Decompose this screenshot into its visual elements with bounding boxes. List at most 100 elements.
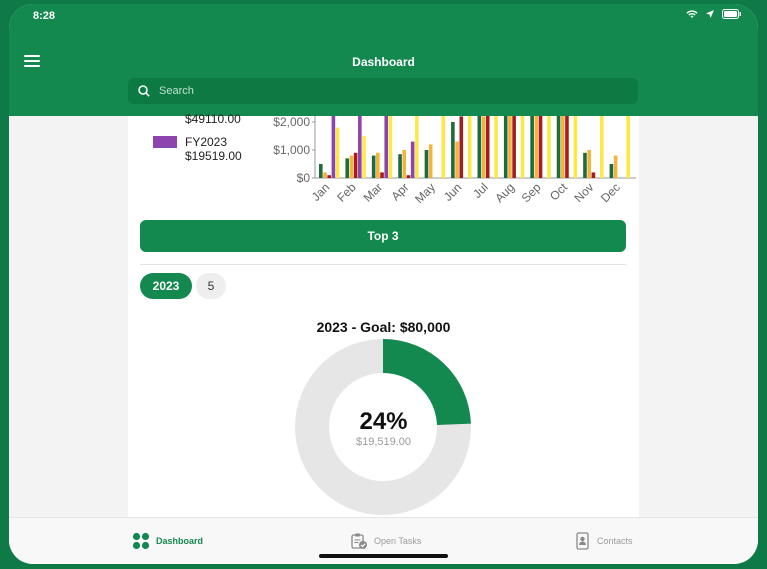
y-tick-label: $2,000	[273, 116, 310, 129]
y-tick-label: $0	[297, 171, 311, 185]
bar	[424, 150, 429, 178]
tab-open-tasks-label: Open Tasks	[374, 536, 422, 546]
bar	[323, 172, 327, 178]
bar	[520, 116, 525, 178]
sales-chart: $49110.00 FY2023 $19519.00 $0 $1,000 $2,00…	[128, 112, 639, 216]
home-indicator	[319, 554, 448, 558]
x-tick-label: Nov	[572, 180, 597, 205]
bar	[591, 172, 596, 178]
app-screen: 8:28 Dashboard $49110.00 FY2023 $19519.0…	[9, 4, 758, 564]
bar	[481, 116, 486, 178]
bar	[477, 116, 482, 178]
bar	[358, 116, 362, 178]
bar	[587, 150, 591, 178]
donut-center: 24% $19,519.00	[128, 408, 639, 448]
x-tick-label: Feb	[334, 180, 359, 205]
bar	[547, 116, 551, 178]
bar	[331, 116, 336, 178]
bar	[556, 116, 561, 178]
tab-open-tasks[interactable]: Open Tasks	[350, 532, 421, 550]
x-tick-label: Dec	[598, 180, 623, 205]
location-icon	[706, 10, 714, 18]
x-tick-label: Jun	[441, 180, 465, 204]
legend-fy2023-label: FY2023	[185, 135, 228, 149]
legend-fy2023-value: $19519.00	[185, 149, 242, 163]
bar	[349, 155, 354, 178]
status-icons	[686, 9, 742, 19]
bar	[467, 116, 472, 178]
y-tick-label: $1,000	[273, 143, 310, 157]
donut-progress-segment	[383, 339, 471, 425]
bar	[371, 155, 376, 178]
bar	[327, 175, 331, 178]
search-bar[interactable]	[128, 78, 638, 104]
status-time: 8:28	[33, 10, 56, 22]
bar	[494, 116, 498, 178]
bar	[428, 144, 433, 178]
tab-dashboard[interactable]: Dashboard	[132, 532, 203, 550]
bar	[534, 116, 539, 178]
hamburger-menu-icon[interactable]	[24, 55, 40, 67]
bar	[388, 116, 393, 178]
wifi-icon	[686, 9, 698, 18]
goal-title: 2023 - Goal: $80,000	[316, 319, 451, 335]
bar	[538, 116, 543, 178]
bar	[362, 136, 366, 178]
contacts-book-icon	[576, 532, 589, 550]
legend-prev-value: $49110.00	[185, 112, 241, 126]
bar	[512, 116, 516, 178]
bar	[573, 116, 578, 178]
tab-dashboard-label: Dashboard	[156, 536, 204, 546]
dashboard-grid-icon	[132, 532, 150, 550]
top3-button[interactable]: Top 3	[140, 220, 626, 252]
bar	[626, 116, 630, 178]
divider	[140, 264, 626, 265]
bar	[485, 116, 490, 178]
bar	[353, 152, 358, 178]
bar	[459, 116, 464, 178]
page-title: Dashboard	[352, 55, 415, 69]
year-filter-pill[interactable]: 2023	[140, 273, 192, 299]
search-icon	[138, 85, 150, 97]
bar	[384, 116, 389, 178]
bar	[398, 154, 402, 178]
count-filter-pill[interactable]: 5	[196, 273, 226, 299]
legend-swatch-fy2023	[153, 136, 177, 148]
search-input[interactable]	[157, 84, 601, 98]
bar	[530, 116, 534, 178]
x-tick-label: May	[412, 180, 438, 206]
goal-amount: $19,519.00	[355, 436, 412, 448]
x-tick-label: Jan	[309, 180, 333, 204]
bar	[565, 116, 569, 178]
bar	[613, 155, 618, 178]
bar	[406, 175, 411, 178]
bar	[583, 152, 587, 178]
bar-chart-svg: $0 $1,000 $2,000 Jan Feb Mar Apr May Jun Jul Aug Se…	[273, 116, 636, 206]
bar	[376, 152, 380, 178]
x-tick-label: Aug	[492, 180, 517, 205]
x-tick-label: Jul	[470, 180, 491, 201]
bar	[410, 141, 415, 178]
x-tick-label: Sep	[519, 180, 544, 205]
tab-contacts[interactable]: Contacts	[575, 532, 633, 550]
bar	[455, 141, 459, 178]
bar	[319, 164, 323, 178]
bar	[441, 116, 446, 178]
dashboard-panel: $49110.00 FY2023 $19519.00 $0 $1,000 $2,00…	[128, 112, 639, 520]
bar	[380, 172, 384, 178]
bar	[402, 150, 407, 178]
battery-icon	[722, 9, 741, 19]
bar	[508, 116, 512, 178]
x-tick-label: Oct	[547, 180, 571, 204]
bar	[415, 116, 419, 178]
bar	[451, 122, 455, 178]
goal-percent: 24%	[359, 408, 408, 435]
bar	[599, 116, 604, 178]
tab-contacts-label: Contacts	[597, 536, 633, 546]
bar	[345, 158, 350, 178]
goal-donut-chart	[295, 339, 471, 515]
bar	[503, 116, 508, 178]
x-tick-label: Mar	[361, 180, 386, 205]
clipboard-check-icon	[351, 533, 367, 549]
